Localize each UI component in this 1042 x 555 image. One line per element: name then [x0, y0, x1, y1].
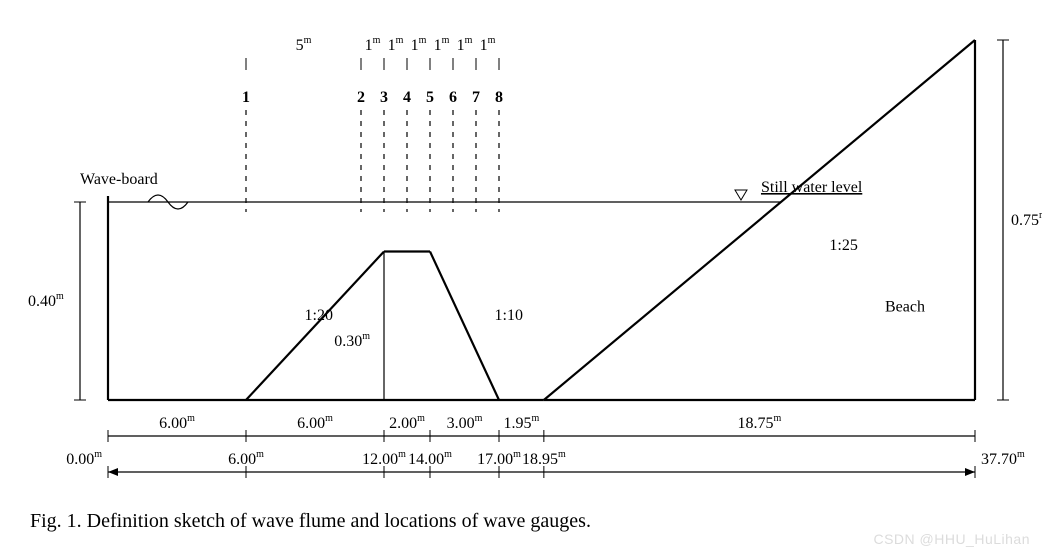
still-water-label: Still water level [761, 179, 863, 196]
cumulative-dim: 17.00m [477, 449, 521, 468]
section-dim: 2.00m [389, 413, 425, 432]
section-dim: 6.00m [159, 413, 195, 432]
slope-front-label: 1:20 [305, 307, 333, 324]
dim-left-label: 0.40m [28, 291, 64, 310]
cumulative-dim: 18.95m [522, 449, 566, 468]
spacing-1m: 1m [457, 35, 473, 54]
slope-beach-label: 1:25 [829, 237, 857, 254]
wave-flume-diagram: 1 2345678 5m 1m 1m 1m 1m 1m 1m Wave-board Still wa… [0, 0, 1042, 500]
figure-caption: Fig. 1. Definition sketch of wave flume … [0, 500, 1042, 533]
gauge-number: 7 [472, 89, 480, 106]
wave-board-label: Wave-board [80, 171, 158, 188]
gauge-number: 4 [403, 89, 411, 106]
beach-slope [544, 40, 975, 400]
spacing-1m: 1m [480, 35, 496, 54]
cumulative-dim: 6.00m [228, 449, 264, 468]
gauge-number: 3 [380, 89, 388, 106]
spacing-1m: 1m [388, 35, 404, 54]
spacing-5m: 5m [296, 35, 312, 54]
spacing-1m: 1m [434, 35, 450, 54]
watermark: CSDN @HHU_HuLihan [873, 531, 1030, 547]
bar-back-slope [430, 252, 499, 401]
beach-label: Beach [885, 299, 925, 316]
dim-right-label: 0.75m [1011, 210, 1042, 229]
bar-height-label: 0.30m [334, 331, 370, 350]
slope-back-label: 1:10 [495, 307, 523, 324]
gauge-number: 6 [449, 89, 457, 106]
bar-front-slope [246, 252, 384, 401]
water-triangle [735, 190, 747, 200]
spacing-1m: 1m [365, 35, 381, 54]
cumulative-dim: 37.70m [981, 449, 1025, 468]
gauge-number: 8 [495, 89, 503, 106]
cumulative-dim: 12.00m [362, 449, 406, 468]
cumulative-dim: 14.00m [408, 449, 452, 468]
section-dim: 18.75m [738, 413, 782, 432]
section-dim: 3.00m [447, 413, 483, 432]
gauge-number: 5 [426, 89, 434, 106]
section-dim: 6.00m [297, 413, 333, 432]
cumulative-dim: 0.00m [66, 449, 102, 468]
spacing-1m: 1m [411, 35, 427, 54]
gauge-number: 2 [357, 89, 365, 106]
gauge-number: 1 [242, 89, 250, 106]
section-dim: 1.95m [504, 413, 540, 432]
